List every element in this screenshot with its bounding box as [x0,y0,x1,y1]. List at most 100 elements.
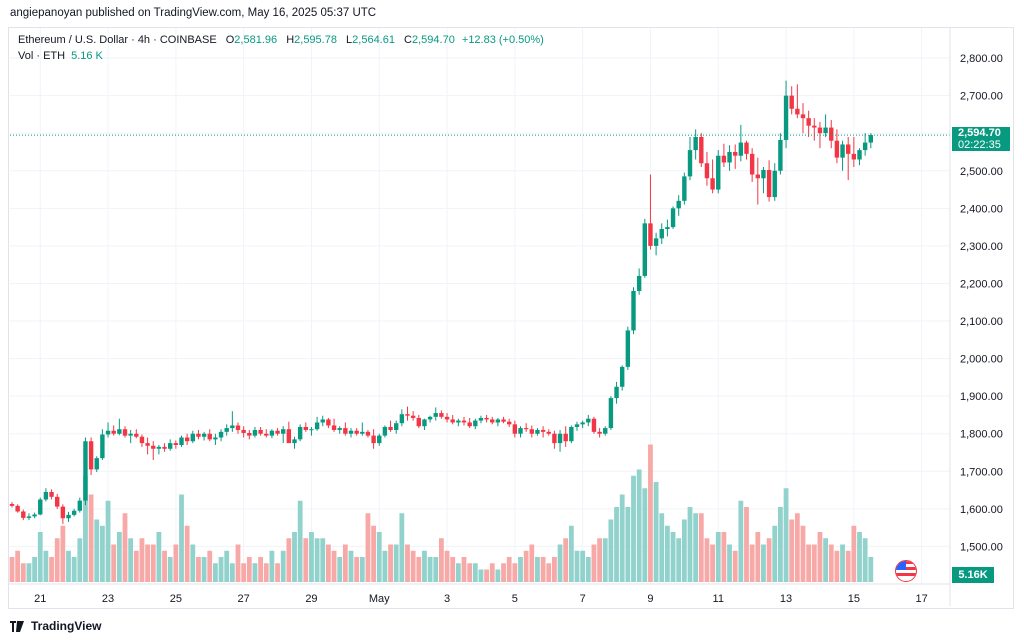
candle-body [26,516,32,518]
volume-bar [755,532,761,582]
candle-body [303,426,308,430]
candle-body [252,429,258,436]
us-flag-icon[interactable] [895,560,917,582]
volume-bar [653,482,659,582]
candle-body [840,144,845,158]
candle-body [659,228,664,239]
volume-bar [320,538,326,582]
candle-body [727,151,732,163]
candle-body [416,417,421,427]
volume-label[interactable]: Vol · ETH [18,50,66,62]
candle-body [173,443,179,445]
close-value: 2,594.70 [412,34,455,46]
candle-body [563,433,568,442]
candle-body [710,178,715,190]
price-tick-label: 2,300.00 [960,241,1003,253]
volume-bar [727,544,732,582]
candle-body [241,429,246,433]
candle-body [326,419,331,426]
volume-bar [659,513,665,582]
candle-body [461,420,467,423]
volume-bar [128,538,134,582]
volume-bar [512,563,518,582]
candle-body [190,433,195,442]
price-tick-label: 2,800.00 [960,53,1003,65]
volume-bar [834,550,840,582]
volume-bar [133,550,139,582]
volume-bar [568,525,574,582]
volume-bar [235,544,241,582]
volume-bar [535,557,540,582]
volume-bar [772,525,778,582]
candle-body [343,428,348,434]
candle-body [201,433,207,437]
candle-body [314,422,320,430]
candle-body [388,426,393,430]
volume-bar [410,550,416,582]
candle-body [608,398,614,429]
candle-body [789,95,794,109]
candle-body [665,227,670,229]
volume-bar [376,532,382,582]
volume-bar [9,557,15,582]
volume-bar [665,525,670,582]
last-price-value: 2,594.70 [958,127,1001,140]
low-value: 2,564.61 [352,34,395,46]
candle-body [168,443,173,449]
volume-bar [732,550,738,582]
volume-bar [817,532,823,582]
volume-bar [806,544,812,582]
volume-bar [37,532,43,582]
price-tick-label: 1,700.00 [960,466,1003,478]
candles [9,80,873,524]
price-tick-label: 2,100.00 [960,316,1003,328]
candle-body [281,429,286,434]
volume-bar [280,550,286,582]
volume-bar [766,538,772,582]
price-tick-label: 2,700.00 [960,91,1003,103]
candle-body [331,425,337,430]
candle-body [523,428,529,430]
candle-body [196,433,201,437]
candle-body [529,429,534,434]
candle-body [512,424,518,434]
tradingview-brand[interactable]: TradingView [31,619,102,633]
time-tick-label: 13 [780,593,792,605]
volume-bar [450,557,456,582]
candle-body [823,127,828,134]
volume-bar [489,563,495,582]
candle-body [648,223,653,246]
volume-bar [309,532,314,582]
price-tick-label: 2,400.00 [960,203,1003,215]
price-tick-label: 1,600.00 [960,504,1003,516]
candle-body [552,433,557,444]
close-label: C [404,34,412,46]
candle-body [43,491,49,500]
candle-body [184,437,190,442]
volume-bar [297,500,303,582]
candle-body [540,429,546,432]
open-value: 2,581.96 [234,34,278,46]
candle-body [738,142,744,156]
volume-bar [574,550,580,582]
symbol-title[interactable]: Ethereum / U.S. Dollar · 4h · COINBASE [18,34,217,46]
volume-bar [467,563,473,582]
candle-body [450,419,455,423]
candle-body [269,430,275,436]
volume-bar [399,513,405,582]
candle-body [354,430,359,434]
candle-body [405,414,410,416]
volume-bar [427,557,433,582]
candle-body [456,420,461,423]
volume-bar [631,475,636,582]
volume-bars [9,444,874,582]
candle-body [422,419,427,427]
candle-body [320,419,325,423]
volume-bar [506,557,512,582]
volume-bar [811,544,817,582]
candle-body [382,426,388,436]
volume-bar [744,507,749,582]
volume-bar [354,557,360,582]
candle-body [851,153,857,160]
